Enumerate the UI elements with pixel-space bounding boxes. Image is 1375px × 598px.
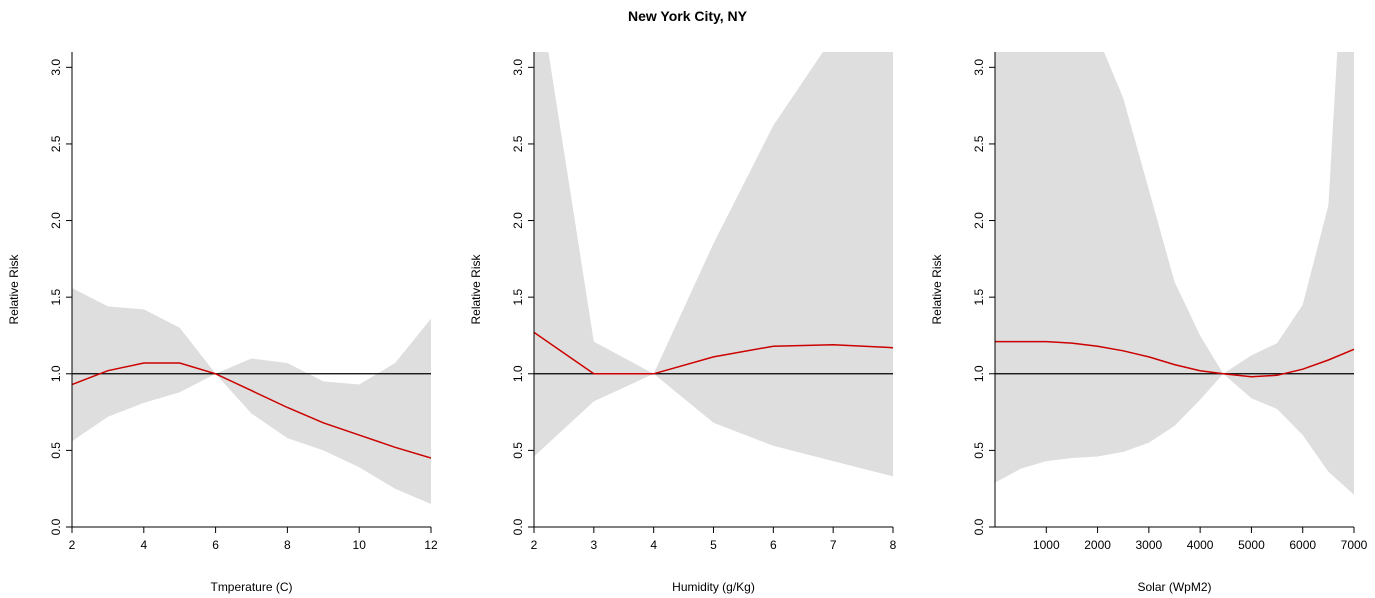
y-tick-label: 0.0	[972, 518, 986, 535]
y-tick-label: 1.0	[49, 365, 63, 382]
x-axis-label: Humidity (g/Kg)	[672, 580, 755, 594]
x-tick-label: 6	[212, 538, 219, 552]
x-tick-label: 2000	[1084, 538, 1111, 552]
x-tick-label: 8	[284, 538, 291, 552]
x-tick-label: 5000	[1238, 538, 1265, 552]
y-tick-label: 0.5	[972, 442, 986, 459]
y-tick-label: 2.5	[49, 135, 63, 152]
x-axis-label: Solar (WpM2)	[1137, 580, 1211, 594]
x-tick-label: 6	[770, 538, 777, 552]
page-title: New York City, NY	[627, 8, 748, 24]
y-axis-label: Relative Risk	[469, 253, 483, 324]
x-tick-label: 12	[424, 538, 438, 552]
x-tick-label: 7	[830, 538, 837, 552]
y-tick-label: 2.5	[972, 135, 986, 152]
x-tick-label: 4000	[1187, 538, 1214, 552]
x-axis-label: Tmperature (C)	[210, 580, 292, 594]
y-tick-label: 1.0	[511, 365, 525, 382]
x-tick-label: 1000	[1033, 538, 1060, 552]
y-tick-label: 2.0	[972, 212, 986, 229]
y-tick-label: 1.5	[49, 288, 63, 305]
estimate-line	[534, 331, 893, 375]
confidence-band	[995, 52, 1354, 495]
y-axis-label: Relative Risk	[930, 253, 944, 324]
y-tick-label: 0.0	[511, 518, 525, 535]
x-tick-label: 2	[531, 538, 538, 552]
y-tick-label: 3.0	[49, 59, 63, 76]
y-tick-label: 0.0	[49, 518, 63, 535]
x-tick-label: 5	[710, 538, 717, 552]
x-tick-label: 8	[890, 538, 897, 552]
y-tick-label: 3.0	[511, 59, 525, 76]
y-tick-label: 0.5	[49, 442, 63, 459]
x-tick-label: 6000	[1289, 538, 1316, 552]
y-tick-label: 2.0	[49, 212, 63, 229]
y-tick-label: 2.5	[511, 135, 525, 152]
x-tick-label: 4	[650, 538, 657, 552]
x-tick-label: 3000	[1136, 538, 1163, 552]
y-tick-label: 0.5	[511, 442, 525, 459]
chart-panel-3: 0.0 0.5 1.0 1.5 2.0 2.5 3.0 1000 2000 3000 4000 500…	[930, 52, 1368, 594]
x-tick-label: 3	[590, 538, 597, 552]
x-tick-label: 10	[353, 538, 367, 552]
y-tick-label: 1.5	[972, 288, 986, 305]
y-tick-label: 3.0	[972, 59, 986, 76]
confidence-band	[72, 288, 431, 504]
x-tick-label: 4	[140, 538, 147, 552]
estimate-line	[72, 362, 431, 459]
y-axis-label: Relative Risk	[7, 253, 21, 324]
estimate-line	[995, 340, 1354, 378]
y-tick-label: 1.5	[511, 288, 525, 305]
chart-panel-1: 0.0 0.5 1.0 1.5 2.0 2.5 3.0 2 4 6 8 10 12 Tmperature …	[7, 52, 438, 594]
confidence-band	[534, 52, 893, 477]
x-tick-label: 7000	[1341, 538, 1368, 552]
x-tick-label: 2	[69, 538, 76, 552]
y-tick-label: 1.0	[972, 365, 986, 382]
y-tick-label: 2.0	[511, 212, 525, 229]
chart-panel-2: 0.0 0.5 1.0 1.5 2.0 2.5 3.0 2 3 4 5 6 7 8 Humidity (g/…	[469, 52, 897, 594]
